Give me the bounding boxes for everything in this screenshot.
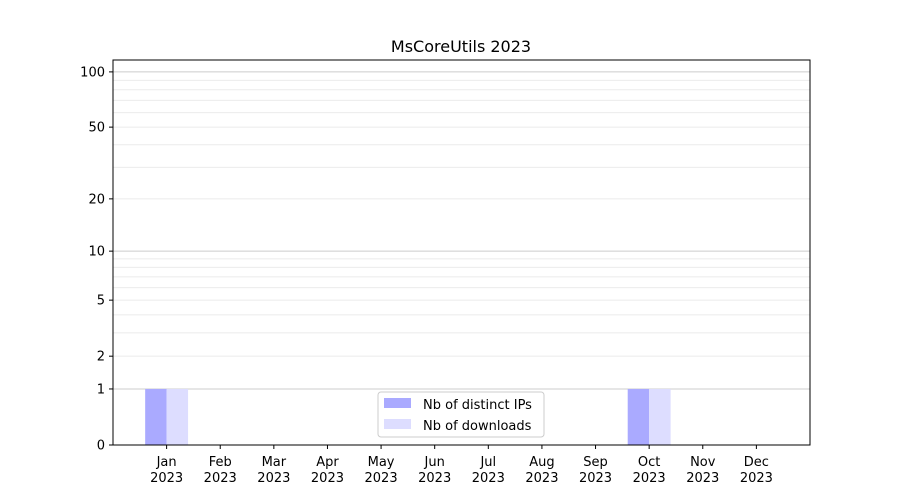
x-tick-label: Nov 2023 bbox=[686, 455, 719, 486]
x-tick-label: Mar 2023 bbox=[257, 455, 290, 486]
plot-frame bbox=[112, 59, 811, 446]
x-tick-label: Feb 2023 bbox=[204, 455, 237, 486]
x-tick-label: Apr 2023 bbox=[311, 455, 344, 486]
y-tick-label: 2 bbox=[97, 350, 105, 365]
legend-label-ips: Nb of distinct IPs bbox=[423, 398, 532, 413]
x-tick-label: Aug 2023 bbox=[525, 455, 558, 486]
x-tick-label: May 2023 bbox=[365, 455, 398, 486]
x-tick-label: Sep 2023 bbox=[579, 455, 612, 486]
x-tick-label: Jun 2023 bbox=[418, 455, 451, 486]
legend: Nb of distinct IPs Nb of downloads bbox=[377, 391, 545, 438]
y-tick-label: 20 bbox=[88, 192, 105, 207]
chart-title: MsCoreUtils 2023 bbox=[391, 37, 531, 56]
legend-label-downloads: Nb of downloads bbox=[423, 419, 532, 434]
x-tick-label: Dec 2023 bbox=[740, 455, 773, 486]
legend-swatch-downloads bbox=[384, 419, 411, 429]
x-axis: Jan 2023 Feb 2023 Mar 2023 Apr 2023 May 2023 Jun 20… bbox=[150, 445, 773, 486]
bar-downloads-1 bbox=[166, 388, 189, 445]
bars bbox=[145, 388, 671, 445]
y-tick-label: 1 bbox=[97, 382, 105, 397]
bar-downloads-10 bbox=[649, 388, 671, 445]
y-tick-label: 5 bbox=[97, 294, 105, 309]
y-axis: 0 1 2 5 10 20 50 100 bbox=[80, 65, 113, 454]
y-tick-label: 10 bbox=[88, 245, 105, 260]
legend-swatch-ips bbox=[384, 398, 411, 408]
y-tick-label: 50 bbox=[88, 121, 105, 136]
x-tick-label: Jul 2023 bbox=[472, 455, 505, 486]
grid bbox=[113, 71, 810, 390]
x-tick-label: Jan 2023 bbox=[150, 455, 183, 486]
bar-ips-10 bbox=[627, 388, 650, 445]
x-tick-label: Oct 2023 bbox=[633, 455, 666, 486]
bar-ips-1 bbox=[145, 388, 167, 445]
y-tick-label: 0 bbox=[97, 439, 105, 454]
y-tick-label: 100 bbox=[80, 65, 105, 80]
